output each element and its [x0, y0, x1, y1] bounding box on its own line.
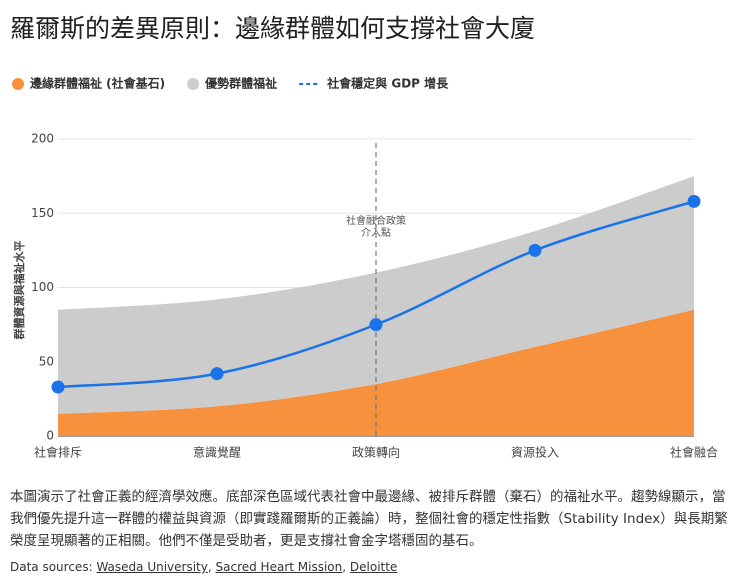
legend-label: 邊緣群體福祉 (社會基石)	[30, 76, 165, 91]
legend-label: 優勢群體福祉	[204, 76, 277, 91]
y-tick-label: 100	[31, 280, 54, 294]
source-link[interactable]: Waseda University	[96, 560, 208, 574]
source-link[interactable]: Deloitte	[349, 560, 398, 574]
legend-swatch	[12, 78, 24, 90]
y-tick-label: 200	[31, 132, 54, 146]
point	[369, 318, 383, 332]
y-tick-label: 50	[39, 354, 54, 368]
description: 本圖演示了社會正義的經濟學效應。底部深色區域代表社會中最邊緣、被排斥群體（棄石）…	[10, 489, 728, 549]
source-links: Waseda University, Sacred Heart Mission,…	[96, 560, 398, 574]
x-tick-label: 資源投入	[511, 445, 559, 460]
x-tick-label: 意識覺醒	[193, 445, 241, 460]
point	[210, 367, 224, 381]
area	[58, 176, 694, 414]
legend-swatch	[187, 78, 200, 90]
x-tick-label: 社會融合	[670, 445, 718, 460]
y-tick-label: 0	[46, 429, 54, 443]
sources-label: Data sources:	[10, 560, 93, 574]
area	[58, 309, 694, 436]
legend: 邊緣群體福祉 (社會基石) 優勢群體福祉 社會穩定與 GDP 增長	[12, 76, 449, 91]
y-axis-label: 群體資源與福祉水平	[12, 241, 26, 341]
chart: 羅爾斯的差異原則：邊緣群體如何支撐社會大廈 邊緣群體福祉 (社會基石) 優勢群體福…	[10, 14, 718, 460]
data-sources: Data sources: Waseda University, Sacred …	[10, 560, 397, 574]
x-tick-label: 政策轉向	[352, 445, 400, 460]
source-link[interactable]: Sacred Heart Mission	[215, 560, 343, 574]
chart-title: 羅爾斯的差異原則：邊緣群體如何支撐社會大廈	[10, 14, 535, 43]
point	[51, 380, 65, 394]
point	[687, 194, 701, 208]
annotation: 介入點	[361, 226, 391, 239]
x-tick-label: 社會排斥	[34, 445, 82, 460]
point	[528, 243, 542, 257]
y-tick-label: 150	[31, 206, 54, 220]
legend-label: 社會穩定與 GDP 增長	[326, 76, 449, 91]
annotation: 社會融合政策	[346, 214, 406, 227]
